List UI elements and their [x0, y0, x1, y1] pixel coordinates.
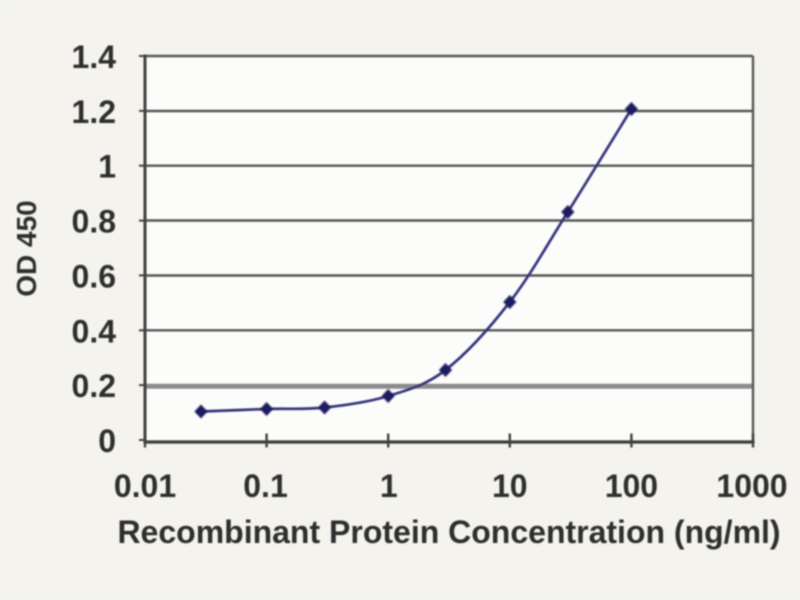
- svg-text:OD 450: OD 450: [11, 200, 42, 297]
- svg-text:100: 100: [605, 468, 658, 504]
- svg-text:0.2: 0.2: [72, 368, 116, 404]
- svg-text:1.4: 1.4: [72, 39, 117, 75]
- svg-text:1.2: 1.2: [72, 94, 116, 130]
- svg-text:1: 1: [380, 468, 398, 504]
- svg-text:0: 0: [98, 423, 116, 459]
- svg-text:0.4: 0.4: [72, 313, 117, 349]
- svg-text:1: 1: [98, 149, 116, 185]
- svg-text:0.8: 0.8: [72, 204, 116, 240]
- svg-text:0.01: 0.01: [114, 468, 176, 504]
- svg-text:0.6: 0.6: [72, 258, 116, 294]
- svg-text:0.1: 0.1: [243, 468, 287, 504]
- svg-text:Recombinant Protein Concentrat: Recombinant Protein Concentration (ng/ml…: [117, 514, 780, 550]
- svg-text:10: 10: [492, 468, 528, 504]
- svg-text:1000: 1000: [716, 468, 787, 504]
